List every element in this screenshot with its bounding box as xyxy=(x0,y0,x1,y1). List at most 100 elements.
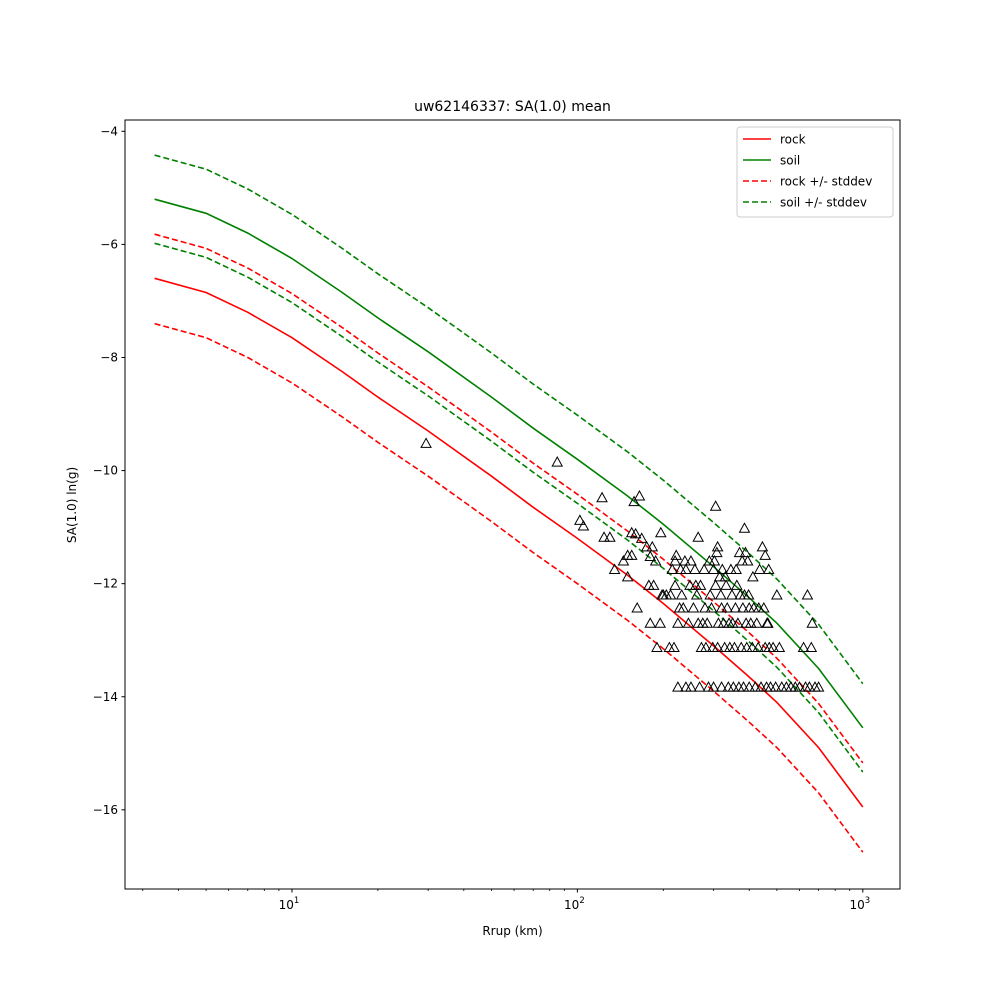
observation-point xyxy=(635,532,648,543)
observation-point xyxy=(629,527,642,539)
observation-point xyxy=(709,500,722,511)
observation-point xyxy=(743,681,756,692)
observation-point xyxy=(654,526,667,538)
y-tick-label: −16 xyxy=(93,803,118,817)
observation-point xyxy=(803,681,816,692)
y-tick-label: −10 xyxy=(93,464,118,478)
observation-point xyxy=(757,601,770,613)
x-axis-label: Rrup (km) xyxy=(482,924,542,938)
observation-point xyxy=(654,617,667,628)
observation-point xyxy=(698,563,710,575)
observation-point xyxy=(664,588,677,600)
observation-point xyxy=(750,617,763,628)
observation-point xyxy=(694,579,707,590)
series-line-3 xyxy=(154,322,864,853)
observation-point xyxy=(728,641,741,653)
observation-point xyxy=(746,641,759,653)
observation-point xyxy=(699,601,711,613)
observation-point xyxy=(729,601,742,613)
observation-point xyxy=(753,563,766,575)
series-line-0 xyxy=(154,277,864,808)
observation-point xyxy=(762,563,775,575)
observation-point xyxy=(573,514,586,525)
observation-point xyxy=(711,641,724,653)
observation-point xyxy=(617,555,630,566)
observation-point xyxy=(726,617,739,628)
observation-point xyxy=(685,555,697,566)
observation-point xyxy=(692,531,705,542)
observation-point xyxy=(669,555,681,566)
observation-point xyxy=(717,617,730,628)
observation-point xyxy=(685,681,697,692)
observation-point xyxy=(420,437,432,448)
observation-point xyxy=(700,641,712,653)
observation-point xyxy=(674,563,687,575)
observation-point xyxy=(747,570,759,582)
y-axis-label: SA(1.0) ln(g) xyxy=(65,467,79,543)
observation-point xyxy=(725,563,737,575)
observation-point xyxy=(720,579,732,590)
observation-point xyxy=(687,601,700,613)
observation-point xyxy=(668,641,680,653)
observation-point xyxy=(712,617,725,628)
observation-point xyxy=(689,563,701,575)
x-tick-label: 103 xyxy=(849,896,870,912)
observation-point xyxy=(715,601,728,613)
observation-point xyxy=(672,681,684,692)
observation-point xyxy=(721,601,734,613)
y-tick-label: −8 xyxy=(100,350,118,364)
observation-point xyxy=(793,681,806,692)
legend-label: soil +/- stddev xyxy=(780,196,867,210)
observation-point xyxy=(670,549,683,560)
observation-point xyxy=(773,641,786,653)
observation-point xyxy=(716,563,729,575)
observation-point xyxy=(651,641,663,653)
observation-point xyxy=(628,495,640,507)
observation-point xyxy=(551,456,564,467)
observation-point xyxy=(625,549,638,560)
axes-frame xyxy=(124,119,901,890)
observation-point xyxy=(752,641,765,653)
observation-point xyxy=(693,681,706,692)
observation-point xyxy=(669,579,681,590)
chart-title: uw62146337: SA(1.0) mean xyxy=(414,99,611,115)
observation-point xyxy=(608,563,621,575)
observation-point xyxy=(690,588,703,600)
observation-point xyxy=(711,540,724,552)
series-line-4 xyxy=(154,154,864,685)
observation-point xyxy=(732,617,744,628)
observation-point xyxy=(631,601,644,613)
legend-box xyxy=(736,126,894,218)
observation-point xyxy=(722,681,735,692)
observation-point xyxy=(707,681,720,692)
observation-point xyxy=(718,641,731,653)
legend: rock soil rock +/- stddev soil +/- stddev xyxy=(736,126,894,218)
observation-point xyxy=(730,563,743,575)
observation-point xyxy=(715,681,728,692)
observation-point xyxy=(644,617,657,628)
observation-point xyxy=(797,641,810,653)
legend-label: rock xyxy=(780,133,806,147)
data-layer xyxy=(154,154,864,853)
observation-point xyxy=(706,641,719,653)
observation-point xyxy=(705,601,718,613)
observation-point xyxy=(767,641,779,653)
observation-point xyxy=(744,617,757,628)
observation-point xyxy=(737,681,750,692)
observation-point xyxy=(806,617,819,628)
series-line-2 xyxy=(154,233,864,764)
observation-point xyxy=(677,601,690,613)
observation-point xyxy=(621,570,634,582)
observation-point xyxy=(731,579,743,590)
observation-point xyxy=(812,681,825,692)
y-tick-label: −12 xyxy=(93,577,118,591)
x-tick-label: 101 xyxy=(279,896,300,912)
observation-point xyxy=(633,489,646,501)
observation-point xyxy=(682,617,695,628)
legend-label: soil xyxy=(780,154,800,168)
observation-point xyxy=(675,588,688,600)
observation-point xyxy=(701,617,714,628)
series-line-1 xyxy=(154,198,864,729)
observation-point xyxy=(738,522,751,533)
